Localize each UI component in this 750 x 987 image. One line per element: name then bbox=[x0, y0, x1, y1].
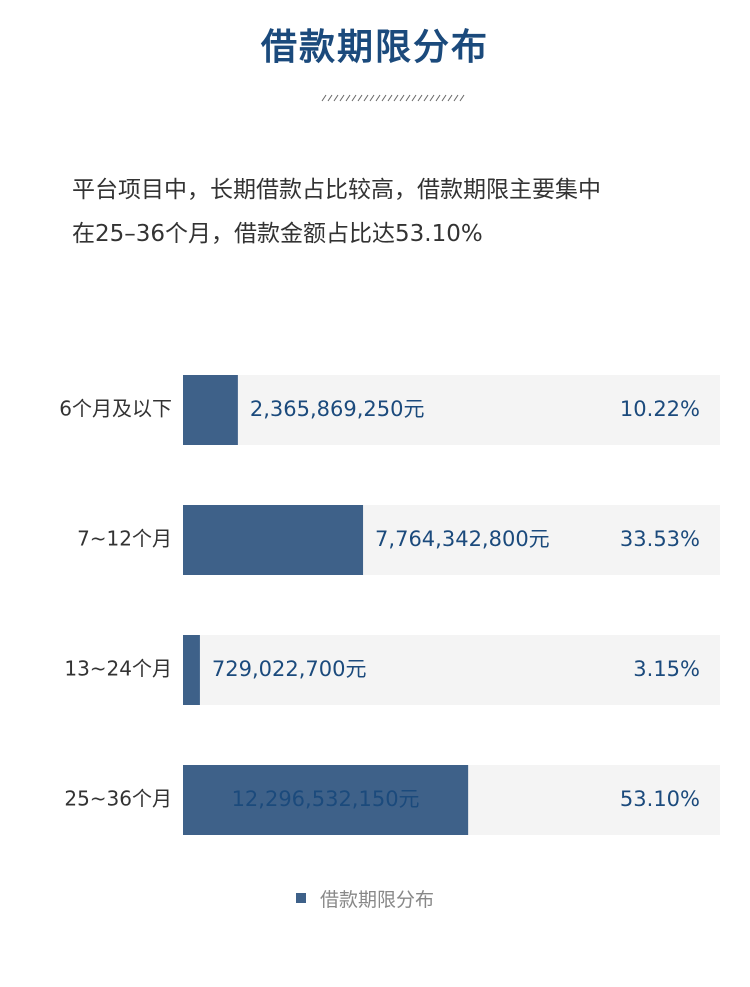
page-title: 借款期限分布 bbox=[260, 27, 489, 68]
category-label: 13~24个月 bbox=[64, 657, 172, 681]
category-label: 6个月及以下 bbox=[59, 397, 172, 421]
legend-label: 借款期限分布 bbox=[320, 888, 435, 911]
percent-label: 3.15% bbox=[633, 657, 700, 681]
value-label: 7,764,342,800元 bbox=[375, 527, 550, 551]
intro-line-2: 在25–36个月，借款金额占比达53.10% bbox=[72, 221, 483, 247]
value-label: 729,022,700元 bbox=[212, 657, 367, 681]
value-label: 2,365,869,250元 bbox=[250, 397, 425, 421]
bar-chart: 6个月及以下 2,365,869,250元 10.22% 7~12个月 7,764,34… bbox=[59, 375, 720, 835]
bar bbox=[183, 765, 469, 835]
percent-label: 53.10% bbox=[620, 787, 700, 811]
percent-label: 33.53% bbox=[620, 527, 700, 551]
percent-label: 10.22% bbox=[620, 397, 700, 421]
legend-swatch bbox=[296, 893, 306, 903]
legend: 借款期限分布 bbox=[296, 884, 434, 912]
bar-track bbox=[183, 635, 720, 705]
category-label: 7~12个月 bbox=[77, 527, 172, 551]
bar bbox=[183, 505, 364, 575]
intro-text: 平台项目中，长期借款占比较高，借款期限主要集中 在25–36个月，借款金额占比达… bbox=[72, 168, 692, 256]
title-divider bbox=[321, 94, 465, 102]
intro-line-1: 平台项目中，长期借款占比较高，借款期限主要集中 bbox=[72, 177, 601, 203]
category-label: 25~36个月 bbox=[64, 787, 172, 811]
value-label: 12,296,532,150元 bbox=[232, 787, 420, 811]
bar bbox=[183, 635, 200, 705]
bar-track bbox=[183, 375, 720, 445]
bar bbox=[183, 375, 238, 445]
